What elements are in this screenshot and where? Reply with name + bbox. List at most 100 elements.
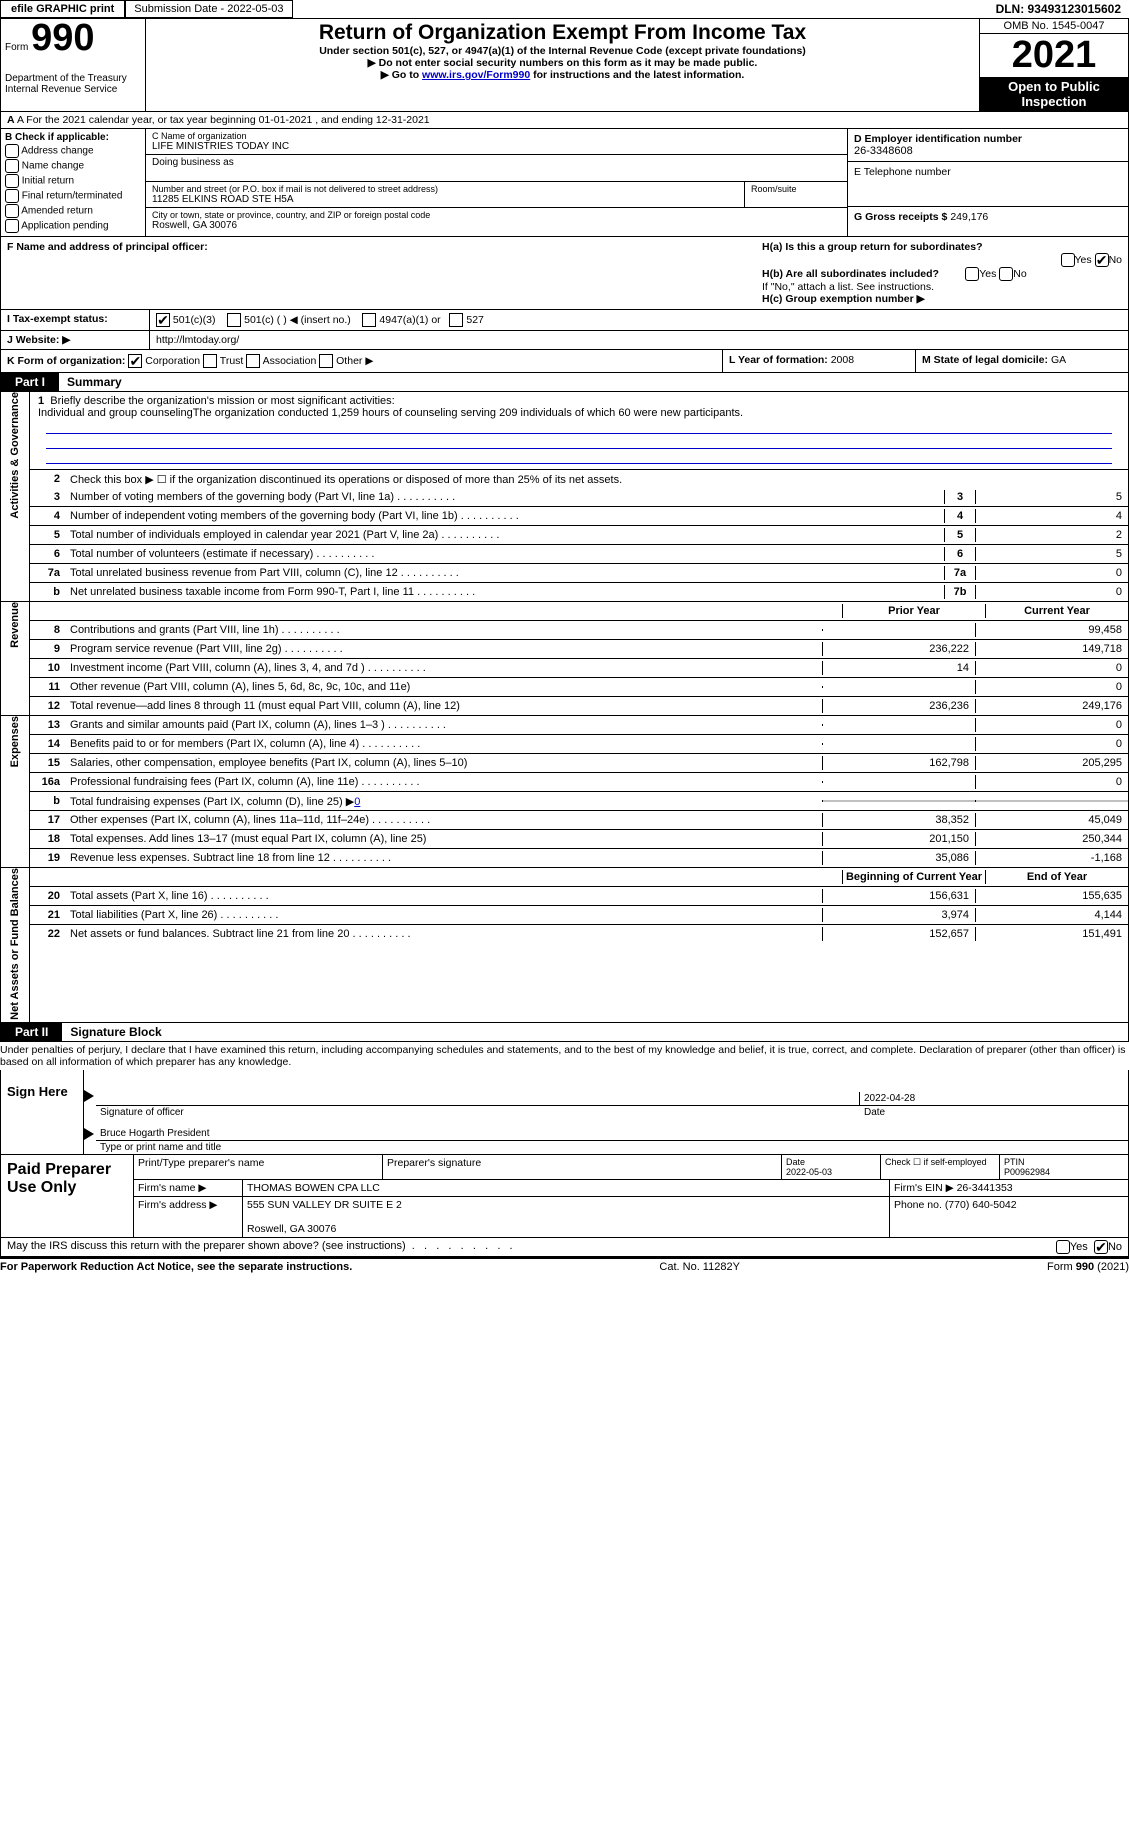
c12: 249,176 <box>975 699 1128 713</box>
cb-ha-yes[interactable] <box>1061 253 1075 267</box>
line16a: Professional fundraising fees (Part IX, … <box>66 775 822 789</box>
line20: Total assets (Part X, line 16) <box>66 889 822 903</box>
cb-discuss-yes[interactable] <box>1056 1240 1070 1254</box>
c-name-label: C Name of organization <box>152 131 841 141</box>
cat-no: Cat. No. 11282Y <box>659 1261 740 1273</box>
hc-text: H(c) Group exemption number ▶ <box>762 293 1122 305</box>
cb-name[interactable] <box>5 159 19 173</box>
current-hdr: Current Year <box>985 604 1128 618</box>
cb-527[interactable] <box>449 313 463 327</box>
tax-year: 2021 <box>980 34 1128 77</box>
paperwork-notice: For Paperwork Reduction Act Notice, see … <box>0 1261 352 1273</box>
subtitle-ssn: ▶ Do not enter social security numbers o… <box>150 57 975 69</box>
firm-name-label: Firm's name ▶ <box>134 1180 243 1196</box>
v7a: 0 <box>975 566 1128 580</box>
f-label: F Name and address of principal officer: <box>7 241 750 253</box>
cb-pending[interactable] <box>5 219 19 233</box>
website: http://lmtoday.org/ <box>156 334 239 346</box>
firm-addr2: Roswell, GA 30076 <box>247 1223 336 1235</box>
line16b: Total fundraising expenses (Part IX, col… <box>66 794 822 809</box>
subtitle-501c: Under section 501(c), 527, or 4947(a)(1)… <box>150 45 975 57</box>
hb-note: If "No," attach a list. See instructions… <box>762 281 1122 293</box>
line19: Revenue less expenses. Subtract line 18 … <box>66 851 822 865</box>
line3: Number of voting members of the governin… <box>66 490 944 504</box>
vtab-activities: Activities & Governance <box>9 392 21 519</box>
c10: 0 <box>975 661 1128 675</box>
gross-label: G Gross receipts $ <box>854 211 947 223</box>
line4: Number of independent voting members of … <box>66 509 944 523</box>
firm-ein-label: Firm's EIN ▶ <box>894 1182 954 1194</box>
cb-initial[interactable] <box>5 174 19 188</box>
penalty-text: Under penalties of perjury, I declare th… <box>0 1042 1129 1070</box>
line8: Contributions and grants (Part VIII, lin… <box>66 623 822 637</box>
phone-label: E Telephone number <box>854 166 1122 178</box>
cb-amended[interactable] <box>5 204 19 218</box>
j-label: J Website: ▶ <box>1 331 150 349</box>
top-bar: efile GRAPHIC print Submission Date - 20… <box>0 0 1129 18</box>
firm-addr-label: Firm's address ▶ <box>134 1197 243 1237</box>
v6: 5 <box>975 547 1128 561</box>
part2-title: Signature Block <box>62 1025 161 1039</box>
irs-label: Internal Revenue Service <box>5 84 141 95</box>
ptin: P00962984 <box>1004 1167 1050 1177</box>
cb-hb-no[interactable] <box>999 267 1013 281</box>
cb-ha-no[interactable]: ✔ <box>1095 253 1109 267</box>
line18: Total expenses. Add lines 13–17 (must eq… <box>66 832 822 846</box>
cb-501c[interactable] <box>227 313 241 327</box>
dln: DLN: 93493123015602 <box>996 2 1129 16</box>
firm-addr1: 555 SUN VALLEY DR SUITE E 2 <box>247 1199 402 1211</box>
vtab-netassets: Net Assets or Fund Balances <box>9 868 21 1020</box>
q1-text: Briefly describe the organization's miss… <box>50 395 394 407</box>
prep-name-hdr: Print/Type preparer's name <box>134 1155 383 1179</box>
line12: Total revenue—add lines 8 through 11 (mu… <box>66 699 822 713</box>
period-line: A For the 2021 calendar year, or tax yea… <box>17 114 430 126</box>
form-footer: Form 990 (2021) <box>1047 1261 1129 1273</box>
c9: 149,718 <box>975 642 1128 656</box>
cb-trust[interactable] <box>203 354 217 368</box>
cb-address[interactable] <box>5 144 19 158</box>
form-label: Form <box>5 42 28 53</box>
cb-final[interactable] <box>5 189 19 203</box>
subtitle-link: ▶ Go to www.irs.gov/Form990 for instruct… <box>150 69 975 81</box>
ein-label: D Employer identification number <box>854 133 1122 145</box>
end-hdr: End of Year <box>985 870 1128 884</box>
cb-501c3[interactable]: ✔ <box>156 313 170 327</box>
c8: 99,458 <box>975 623 1128 637</box>
line10: Investment income (Part VIII, column (A)… <box>66 661 822 675</box>
dba-label: Doing business as <box>152 157 841 168</box>
cb-4947[interactable] <box>362 313 376 327</box>
line6: Total number of volunteers (estimate if … <box>66 547 944 561</box>
cb-other[interactable] <box>319 354 333 368</box>
sig-date: 2022-04-28 <box>859 1092 1128 1105</box>
irs-link[interactable]: www.irs.gov/Form990 <box>422 69 530 81</box>
sig-date-label: Date <box>860 1106 1128 1119</box>
prep-date: 2022-05-03 <box>786 1167 832 1177</box>
cb-discuss-no[interactable]: ✔ <box>1094 1240 1108 1254</box>
omb-number: OMB No. 1545-0047 <box>980 19 1128 34</box>
org-address: 11285 ELKINS ROAD STE H5A <box>152 194 738 205</box>
cb-assoc[interactable] <box>246 354 260 368</box>
ha-text: H(a) Is this a group return for subordin… <box>762 241 1122 253</box>
part1-tag: Part I <box>1 373 59 391</box>
line17: Other expenses (Part IX, column (A), lin… <box>66 813 822 827</box>
return-title: Return of Organization Exempt From Incom… <box>150 21 975 45</box>
part2-tag: Part II <box>1 1023 62 1041</box>
cb-corp[interactable]: ✔ <box>128 354 142 368</box>
v4: 4 <box>975 509 1128 523</box>
firm-ein: 26-3441353 <box>957 1182 1013 1194</box>
line9: Program service revenue (Part VIII, line… <box>66 642 822 656</box>
officer-name: Bruce Hogarth President <box>96 1127 214 1140</box>
part1-title: Summary <box>59 375 122 389</box>
ein: 26-3348608 <box>854 145 1122 157</box>
prep-self-emp: Check ☐ if self-employed <box>881 1155 1000 1179</box>
state-domicile: GA <box>1051 354 1066 366</box>
cb-hb-yes[interactable] <box>965 267 979 281</box>
sig-officer-label: Signature of officer <box>96 1106 860 1119</box>
k-label: K Form of organization: <box>7 355 125 367</box>
form-number: 990 <box>31 17 94 59</box>
line5: Total number of individuals employed in … <box>66 528 944 542</box>
efile-print-button[interactable]: efile GRAPHIC print <box>0 0 125 18</box>
v5: 2 <box>975 528 1128 542</box>
line22: Net assets or fund balances. Subtract li… <box>66 927 822 941</box>
paid-preparer-label: Paid Preparer Use Only <box>1 1155 134 1237</box>
